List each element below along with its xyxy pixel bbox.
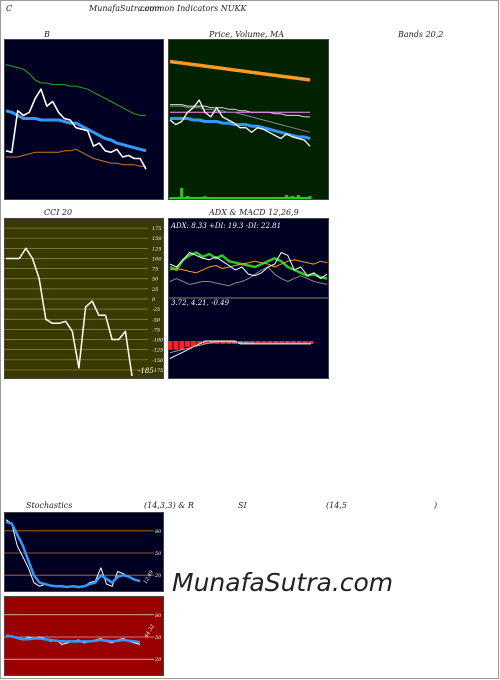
rsi-background bbox=[4, 596, 164, 676]
macd-histogram-bar bbox=[214, 341, 220, 344]
macd-histogram-bar bbox=[273, 341, 279, 344]
macd-histogram-bar bbox=[279, 341, 285, 344]
cci-tick-label: -100 bbox=[152, 338, 164, 344]
macd-histogram-bar bbox=[226, 341, 232, 344]
macd-histogram-bar bbox=[179, 341, 185, 350]
macd-histogram-bar bbox=[196, 341, 202, 344]
macd-histogram-bar bbox=[173, 341, 179, 350]
bollinger-chart bbox=[4, 39, 164, 200]
stoch-params-label: (14,3,3) & R bbox=[144, 501, 194, 510]
macd-histogram-bar bbox=[302, 341, 308, 344]
bollinger-lower-line bbox=[6, 148, 146, 167]
adx-minus_di-line bbox=[169, 259, 328, 274]
stochastics-d-line bbox=[5, 520, 141, 589]
macd-histogram-bar bbox=[220, 341, 226, 344]
stochastics-background bbox=[4, 512, 164, 592]
watermark: MunafaSutra.com bbox=[172, 568, 394, 597]
volume-bar bbox=[180, 188, 184, 199]
cci-tick-label: 75 bbox=[152, 267, 158, 273]
macd-histogram-bar bbox=[296, 341, 302, 344]
rsi-tick-label: 20 bbox=[154, 657, 162, 663]
cci-tick-label: 150 bbox=[152, 236, 162, 242]
cci-tick-label: 100 bbox=[152, 256, 162, 262]
rsi-params-label: (14,5 bbox=[326, 501, 347, 510]
cci-last-value: -185 bbox=[138, 367, 154, 375]
macd-histogram-bar bbox=[249, 341, 255, 344]
rsi-rsi_ma-line bbox=[5, 634, 141, 644]
adx-background bbox=[168, 218, 329, 298]
adx-price-line bbox=[169, 252, 328, 280]
macd-histogram-bar bbox=[202, 341, 208, 344]
cci-tick-label: 175 bbox=[152, 226, 162, 232]
cci-background bbox=[4, 218, 164, 379]
macd-histogram-bar bbox=[290, 341, 296, 344]
cci-tick-label: 125 bbox=[152, 246, 162, 252]
adx-adx-line bbox=[169, 266, 328, 287]
stochastics-tick-label: 50 bbox=[155, 551, 162, 557]
stochastics-tick-label: 80 bbox=[155, 529, 162, 535]
title-rest: common Indicators NUKK bbox=[140, 4, 247, 13]
adx-chart: ADX: 8.33 +DI: 19.3 -DI: 22.81 bbox=[168, 218, 329, 298]
adx-plus_di-line bbox=[169, 251, 328, 280]
macd-background bbox=[168, 298, 329, 379]
macd-chart: 3.72, 4.21, -0.49 bbox=[168, 298, 329, 379]
cci-tick-label: 0 bbox=[152, 297, 156, 303]
macd-histogram-bar bbox=[168, 341, 173, 350]
bollinger-label: B bbox=[44, 30, 50, 39]
bollinger-middle-line bbox=[5, 109, 147, 153]
macd-histogram-bar bbox=[191, 341, 196, 347]
cci-label: CCI 20 bbox=[44, 208, 73, 217]
price-volume-ma-chart bbox=[168, 39, 329, 200]
cci-line bbox=[6, 247, 133, 377]
cci-tick-label: -150 bbox=[152, 358, 164, 364]
bollinger-price-line bbox=[5, 88, 147, 170]
price-price-line bbox=[169, 99, 311, 147]
macd-histogram-bar bbox=[285, 341, 290, 344]
rsi-label: SI bbox=[238, 501, 247, 510]
cci-chart: 175 150 125 100 75 50 25 0 -25 -50 -75 -100 -125 -150… bbox=[4, 218, 164, 379]
bands-label: Bands 20,2 bbox=[398, 30, 444, 39]
macd-histogram-bar bbox=[255, 341, 261, 344]
rsi-close-label: ) bbox=[434, 501, 438, 510]
macd-signal-line bbox=[169, 341, 311, 354]
cci-tick-label: -125 bbox=[152, 348, 163, 354]
cci-tick-label: -50 bbox=[152, 317, 161, 323]
macd-histogram-bar bbox=[308, 341, 314, 344]
price-ma_orange-line bbox=[169, 59, 311, 82]
macd-histogram-bar bbox=[261, 341, 267, 344]
cci-tick-label: -175 bbox=[152, 368, 163, 374]
cci-tick-label: 25 bbox=[151, 287, 158, 293]
stochastics-label: Stochastics bbox=[26, 501, 73, 510]
cci-tick-label: 50 bbox=[152, 277, 159, 283]
price-ma_white-line bbox=[170, 104, 310, 118]
cci-tick-label: -25 bbox=[152, 307, 160, 313]
title-brand: MunafaSutra.com bbox=[89, 4, 162, 13]
adx-macd-label: ADX & MACD 12,26,9 bbox=[209, 208, 299, 217]
cci-tick-label: -75 bbox=[152, 327, 160, 333]
price-ma-label: Price, Volume, MA bbox=[209, 30, 285, 39]
macd-title: 3.72, 4.21, -0.49 bbox=[171, 299, 230, 307]
bollinger-upper-line bbox=[5, 64, 146, 116]
corner-letter: C bbox=[6, 4, 13, 13]
macd-histogram-bar bbox=[267, 341, 273, 344]
adx-title: ADX: 8.33 +DI: 19.3 -DI: 22.81 bbox=[170, 222, 281, 230]
rsi-tick-label: 80 bbox=[155, 613, 162, 619]
rsi-tick-label: 50 bbox=[155, 635, 162, 641]
stochastics-tick-label: 20 bbox=[154, 573, 162, 579]
macd-histogram-bar bbox=[185, 341, 191, 347]
